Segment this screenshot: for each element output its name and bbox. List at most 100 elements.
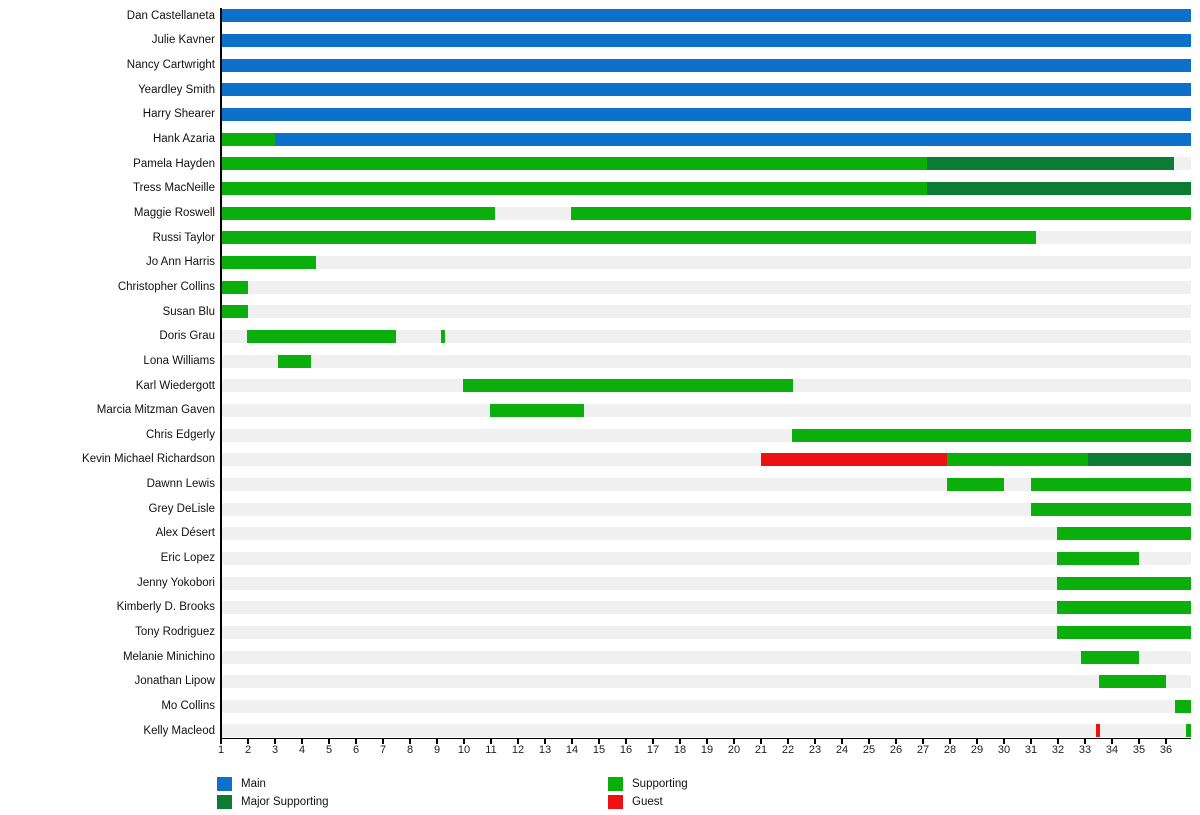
actor-name-label: Lona Williams <box>143 354 215 367</box>
bar-supporting <box>221 182 928 196</box>
chart-row: Susan Blu <box>0 300 1200 325</box>
bar-supporting <box>441 330 446 343</box>
actor-name-label: Jenny Yokobori <box>136 576 215 589</box>
actor-name-label: Tress MacNeille <box>132 182 215 195</box>
x-tick-label: 28 <box>943 744 957 756</box>
x-tick <box>949 739 951 744</box>
bar-supporting <box>246 330 397 343</box>
actor-name-label: Chris Edgerly <box>145 428 215 441</box>
x-tick <box>436 739 438 744</box>
legend-swatch-main <box>217 777 232 791</box>
x-tick-label: 13 <box>538 744 552 756</box>
x-tick-label: 31 <box>1024 744 1038 756</box>
x-tick <box>787 739 789 744</box>
x-tick-label: 3 <box>271 744 279 756</box>
chart-row: Julie Kavner <box>0 28 1200 53</box>
x-tick <box>679 739 681 744</box>
chart-row: Harry Shearer <box>0 102 1200 127</box>
bar-supporting <box>947 453 1088 467</box>
x-tick <box>841 739 843 744</box>
bar-main <box>221 9 1192 23</box>
bar-major-supporting <box>1087 453 1192 467</box>
x-tick-label: 4 <box>298 744 306 756</box>
x-tick <box>1111 739 1113 744</box>
actor-name-label: Maggie Roswell <box>133 206 215 219</box>
x-tick-label: 36 <box>1159 744 1173 756</box>
season-track <box>221 699 1191 713</box>
legend-swatch-supporting <box>608 777 623 791</box>
chart-row: Kevin Michael Richardson <box>0 447 1200 472</box>
x-tick <box>598 739 600 744</box>
season-track <box>221 650 1191 664</box>
x-tick <box>571 739 573 744</box>
x-tick-label: 32 <box>1051 744 1065 756</box>
actor-name-label: Eric Lopez <box>160 552 215 565</box>
actor-name-label: Doris Grau <box>159 330 215 343</box>
legend-label-major-supporting: Major Supporting <box>241 796 329 808</box>
x-tick-label: 12 <box>511 744 525 756</box>
chart-row: Maggie Roswell <box>0 201 1200 226</box>
x-tick <box>1030 739 1032 744</box>
x-tick <box>544 739 546 744</box>
x-tick-label: 17 <box>646 744 660 756</box>
x-tick-label: 24 <box>835 744 849 756</box>
actor-name-label: Grey DeLisle <box>148 502 215 515</box>
actor-name-label: Pamela Hayden <box>133 157 215 170</box>
x-tick-label: 7 <box>379 744 387 756</box>
chart-row: Christopher Collins <box>0 275 1200 300</box>
chart-row: Kimberly D. Brooks <box>0 595 1200 620</box>
bar-guest <box>1095 724 1100 738</box>
bar-supporting <box>1056 551 1139 565</box>
x-tick <box>517 739 519 744</box>
x-tick <box>1138 739 1140 744</box>
x-tick <box>814 739 816 744</box>
actor-name-label: Tony Rodriguez <box>135 626 215 639</box>
x-tick <box>409 739 411 744</box>
actor-name-label: Yeardley Smith <box>138 83 215 96</box>
legend-label-supporting: Supporting <box>632 778 688 790</box>
x-tick-label: 18 <box>673 744 687 756</box>
season-track <box>221 354 1191 368</box>
x-tick-label: 6 <box>352 744 360 756</box>
bar-supporting <box>1031 477 1192 491</box>
x-tick <box>1003 739 1005 744</box>
actor-name-label: Jonathan Lipow <box>134 675 215 688</box>
x-tick <box>895 739 897 744</box>
chart-row: Lona Williams <box>0 349 1200 374</box>
chart-row: Yeardley Smith <box>0 78 1200 103</box>
x-tick-label: 33 <box>1078 744 1092 756</box>
x-tick <box>463 739 465 744</box>
season-track <box>221 527 1191 541</box>
actor-name-label: Karl Wiedergott <box>135 379 215 392</box>
y-axis-line <box>220 8 222 738</box>
season-track <box>221 280 1191 294</box>
x-tick <box>733 739 735 744</box>
actor-name-label: Kevin Michael Richardson <box>82 453 215 466</box>
x-tick <box>328 739 330 744</box>
x-tick <box>922 739 924 744</box>
x-tick-label: 11 <box>485 744 497 756</box>
x-axis-line <box>220 737 1191 739</box>
bar-main <box>221 83 1192 97</box>
x-tick <box>1057 739 1059 744</box>
bar-supporting <box>1056 527 1192 541</box>
x-tick <box>301 739 303 744</box>
actor-name-label: Dawnn Lewis <box>146 478 215 491</box>
x-tick <box>247 739 249 744</box>
bar-supporting <box>221 157 928 171</box>
chart-row: Dan Castellaneta <box>0 4 1200 29</box>
bar-main <box>221 58 1192 72</box>
x-tick <box>868 739 870 744</box>
chart-row: Chris Edgerly <box>0 423 1200 448</box>
chart-row: Dawnn Lewis <box>0 472 1200 497</box>
x-tick <box>976 739 978 744</box>
x-tick <box>274 739 276 744</box>
x-tick-label: 15 <box>592 744 606 756</box>
x-tick-label: 16 <box>619 744 633 756</box>
bar-main <box>221 108 1192 122</box>
season-track <box>221 724 1191 738</box>
actor-name-label: Susan Blu <box>162 305 215 318</box>
season-track <box>221 330 1191 343</box>
actor-name-label: Melanie Minichino <box>122 650 215 663</box>
